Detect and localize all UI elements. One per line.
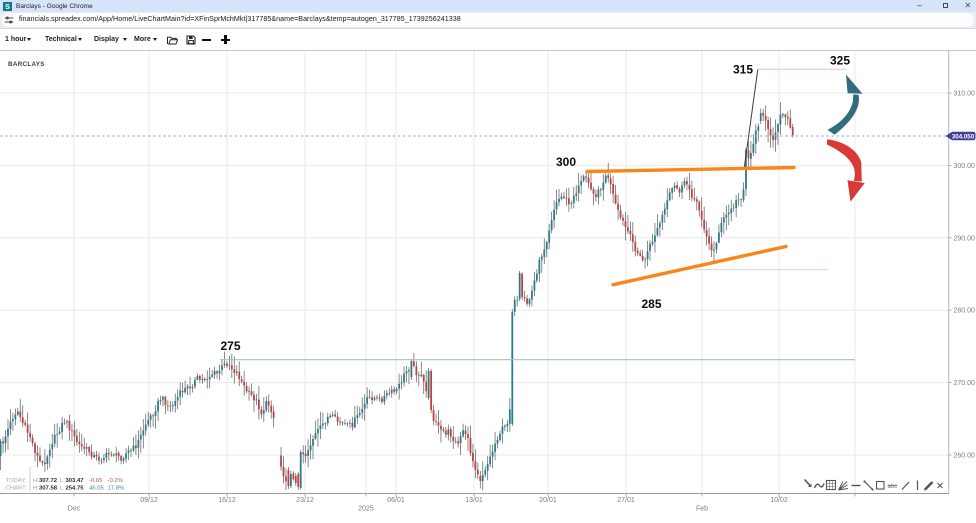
svg-text:280.00: 280.00 [954,308,976,315]
svg-text:09/12: 09/12 [140,497,158,504]
svg-text:270.00: 270.00 [954,380,976,387]
svg-text:260.00: 260.00 [954,453,976,460]
svg-text:254.75: 254.75 [66,486,85,492]
svg-text:16/12: 16/12 [218,497,236,504]
svg-text:307.72: 307.72 [39,478,58,484]
svg-text:Dec: Dec [68,506,81,513]
svg-text:20/01: 20/01 [539,497,557,504]
svg-text:06/01: 06/01 [387,497,405,504]
svg-text:2025: 2025 [358,506,374,513]
svg-text:315: 315 [733,62,753,76]
svg-text:CHART:: CHART: [6,486,28,492]
svg-text:303.47: 303.47 [66,478,85,484]
svg-text:10/02: 10/02 [770,497,788,504]
svg-text:325: 325 [830,53,850,67]
svg-text:L:: L: [60,486,65,492]
svg-text:-0.2%: -0.2% [108,478,124,484]
svg-text:BARCLAYS: BARCLAYS [8,61,45,68]
svg-text:H:: H: [33,478,39,484]
svg-text:Feb: Feb [696,506,708,513]
svg-text:300.00: 300.00 [954,163,976,170]
svg-text:290.00: 290.00 [954,235,976,242]
svg-text:TODAY:: TODAY: [6,478,27,484]
svg-text:13/01: 13/01 [465,497,483,504]
svg-text:H:: H: [33,486,39,492]
svg-text:23/12: 23/12 [296,497,314,504]
svg-text:abc: abc [888,484,898,490]
svg-text:304.050: 304.050 [952,133,975,140]
svg-text:17.8%: 17.8% [108,486,125,492]
svg-text:300: 300 [556,155,576,169]
svg-text:46.05: 46.05 [89,486,104,492]
svg-text:285: 285 [641,297,661,311]
svg-text:-0.65: -0.65 [89,478,103,484]
svg-text:27/01: 27/01 [617,497,635,504]
svg-text:307.58: 307.58 [39,486,58,492]
svg-text:275: 275 [220,339,240,353]
svg-text:L:: L: [60,478,65,484]
svg-text:310.00: 310.00 [954,91,976,98]
